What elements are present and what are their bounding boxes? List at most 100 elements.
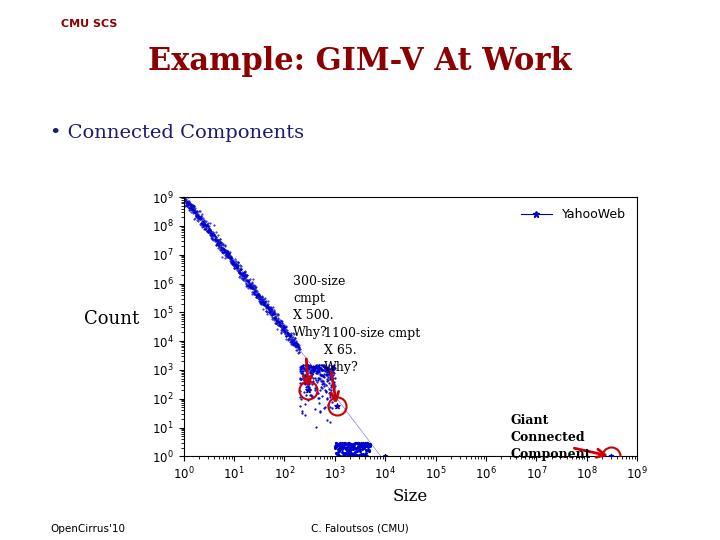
Point: [247, 282, 258, 291]
Point: [288, 340, 300, 349]
Point: [320, 403, 331, 412]
Point: [245, 283, 256, 292]
Point: [270, 315, 282, 323]
Point: [311, 366, 323, 375]
Point: [356, 450, 368, 458]
Point: [343, 444, 355, 453]
Point: [319, 363, 330, 372]
Point: [228, 260, 239, 269]
Point: [219, 251, 230, 259]
Point: [235, 266, 246, 274]
Point: [241, 280, 253, 289]
Point: [289, 330, 300, 339]
Point: [322, 372, 333, 381]
Point: [218, 246, 230, 254]
Point: [205, 231, 217, 240]
Point: [236, 271, 248, 280]
Point: [331, 453, 343, 461]
Point: [193, 213, 204, 222]
Point: [261, 301, 272, 310]
Point: [197, 218, 208, 226]
Point: [307, 362, 318, 371]
Point: [220, 248, 231, 256]
Point: [276, 324, 287, 333]
Point: [302, 362, 314, 370]
Point: [261, 302, 272, 311]
Point: [217, 248, 229, 256]
Point: [256, 296, 267, 305]
Point: [192, 212, 204, 221]
Point: [186, 205, 198, 214]
Point: [307, 368, 319, 376]
Point: [310, 422, 322, 431]
Point: [211, 235, 222, 244]
Point: [261, 303, 272, 312]
Point: [242, 281, 253, 290]
Point: [325, 372, 336, 381]
Point: [237, 271, 248, 280]
Point: [298, 388, 310, 397]
Point: [289, 342, 301, 350]
Point: [333, 441, 344, 449]
Point: [214, 239, 225, 248]
Point: [255, 296, 266, 305]
Point: [230, 260, 242, 268]
Point: [359, 442, 371, 450]
Point: [246, 284, 258, 293]
Point: [277, 325, 289, 334]
Point: [225, 252, 236, 261]
Point: [258, 300, 270, 308]
Point: [346, 450, 358, 458]
Point: [238, 274, 250, 283]
Point: [243, 276, 254, 285]
Point: [334, 454, 346, 462]
Point: [251, 292, 263, 301]
Point: [220, 251, 232, 259]
Point: [220, 247, 231, 255]
Point: [197, 214, 209, 222]
Point: [190, 206, 202, 215]
Point: [253, 288, 264, 297]
Point: [335, 443, 346, 451]
Point: [315, 371, 327, 380]
Point: [182, 199, 194, 208]
Point: [303, 372, 315, 381]
Point: [353, 438, 364, 447]
Point: [212, 236, 223, 245]
Point: [309, 404, 320, 413]
Point: [233, 262, 244, 271]
Point: [220, 249, 231, 258]
Point: [302, 361, 314, 369]
Point: [305, 366, 317, 374]
Point: [269, 313, 280, 321]
Text: • Connected Components: • Connected Components: [50, 124, 305, 142]
Point: [237, 270, 248, 279]
Point: [266, 303, 277, 312]
Point: [335, 441, 346, 450]
Point: [300, 380, 311, 388]
Point: [289, 334, 301, 342]
Point: [260, 307, 271, 315]
Point: [236, 269, 248, 278]
Point: [208, 231, 220, 240]
Point: [249, 286, 261, 295]
Point: [325, 389, 337, 397]
Point: [216, 253, 228, 261]
Point: [261, 296, 272, 305]
Point: [219, 244, 230, 253]
Point: [292, 343, 304, 352]
Point: [192, 212, 204, 220]
Point: [274, 321, 286, 329]
Point: [229, 261, 240, 269]
Point: [206, 233, 217, 242]
Point: [313, 362, 325, 371]
Point: [261, 309, 273, 318]
Point: [259, 297, 271, 306]
Point: [296, 408, 307, 417]
Point: [364, 447, 375, 455]
Point: [279, 327, 291, 335]
Point: [347, 441, 359, 450]
Point: [325, 386, 336, 394]
Point: [359, 440, 370, 448]
Point: [183, 197, 194, 205]
